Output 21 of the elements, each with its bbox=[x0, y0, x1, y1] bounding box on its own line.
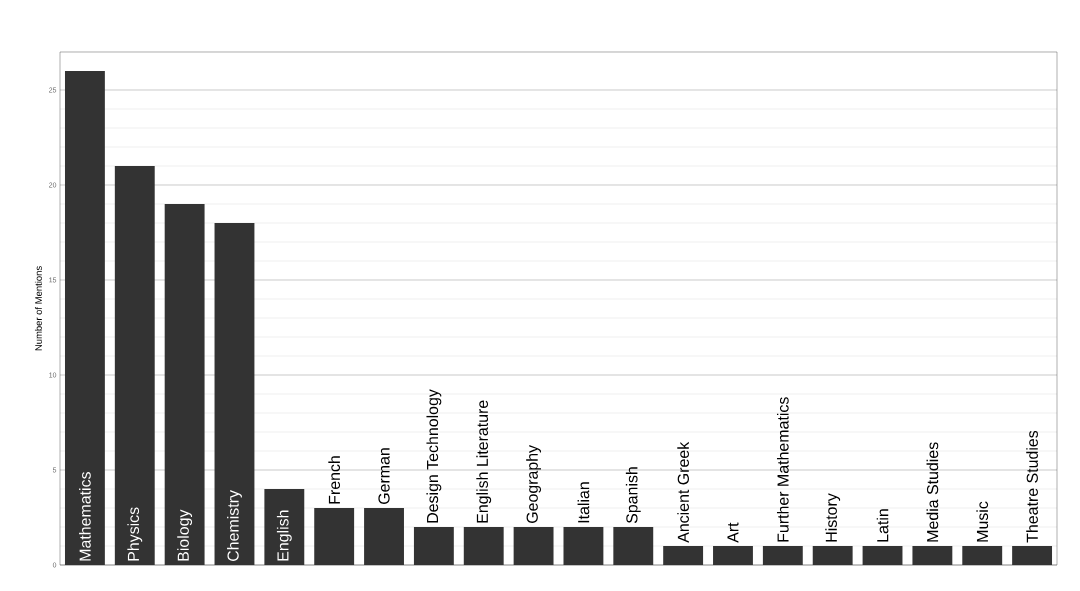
x-tick-label: Geography bbox=[526, 444, 542, 524]
x-tick-label: German bbox=[378, 448, 390, 505]
y-axis-title: Number of Mentions bbox=[34, 266, 42, 351]
x-tick-label: Biology bbox=[177, 509, 193, 561]
x-tick-label: Italian bbox=[577, 482, 590, 523]
x-tick-label: Media Studies bbox=[926, 442, 939, 542]
x-tick-label: Further Mathematics bbox=[776, 397, 789, 542]
x-tick-label: History bbox=[825, 493, 841, 542]
x-tick-label: Physics bbox=[127, 507, 143, 561]
x-tick-label: Chemistry bbox=[227, 490, 242, 561]
x-tick-label: Music bbox=[976, 501, 989, 542]
x-tick-label: Theatre Studies bbox=[1026, 430, 1038, 543]
x-tick-label: Design Technology bbox=[426, 389, 442, 523]
x-tick-label: English Literature bbox=[476, 400, 492, 523]
x-tick-label: Mathematics bbox=[79, 472, 91, 561]
x-tick-label: Spanish bbox=[625, 467, 641, 524]
x-tick-label: French bbox=[328, 456, 341, 504]
x-tick-label: Latin bbox=[876, 509, 889, 542]
x-tick-label: English bbox=[276, 510, 292, 561]
x-tick-label: Art bbox=[727, 522, 739, 543]
x-tick-label: Ancient Greek bbox=[677, 441, 689, 543]
